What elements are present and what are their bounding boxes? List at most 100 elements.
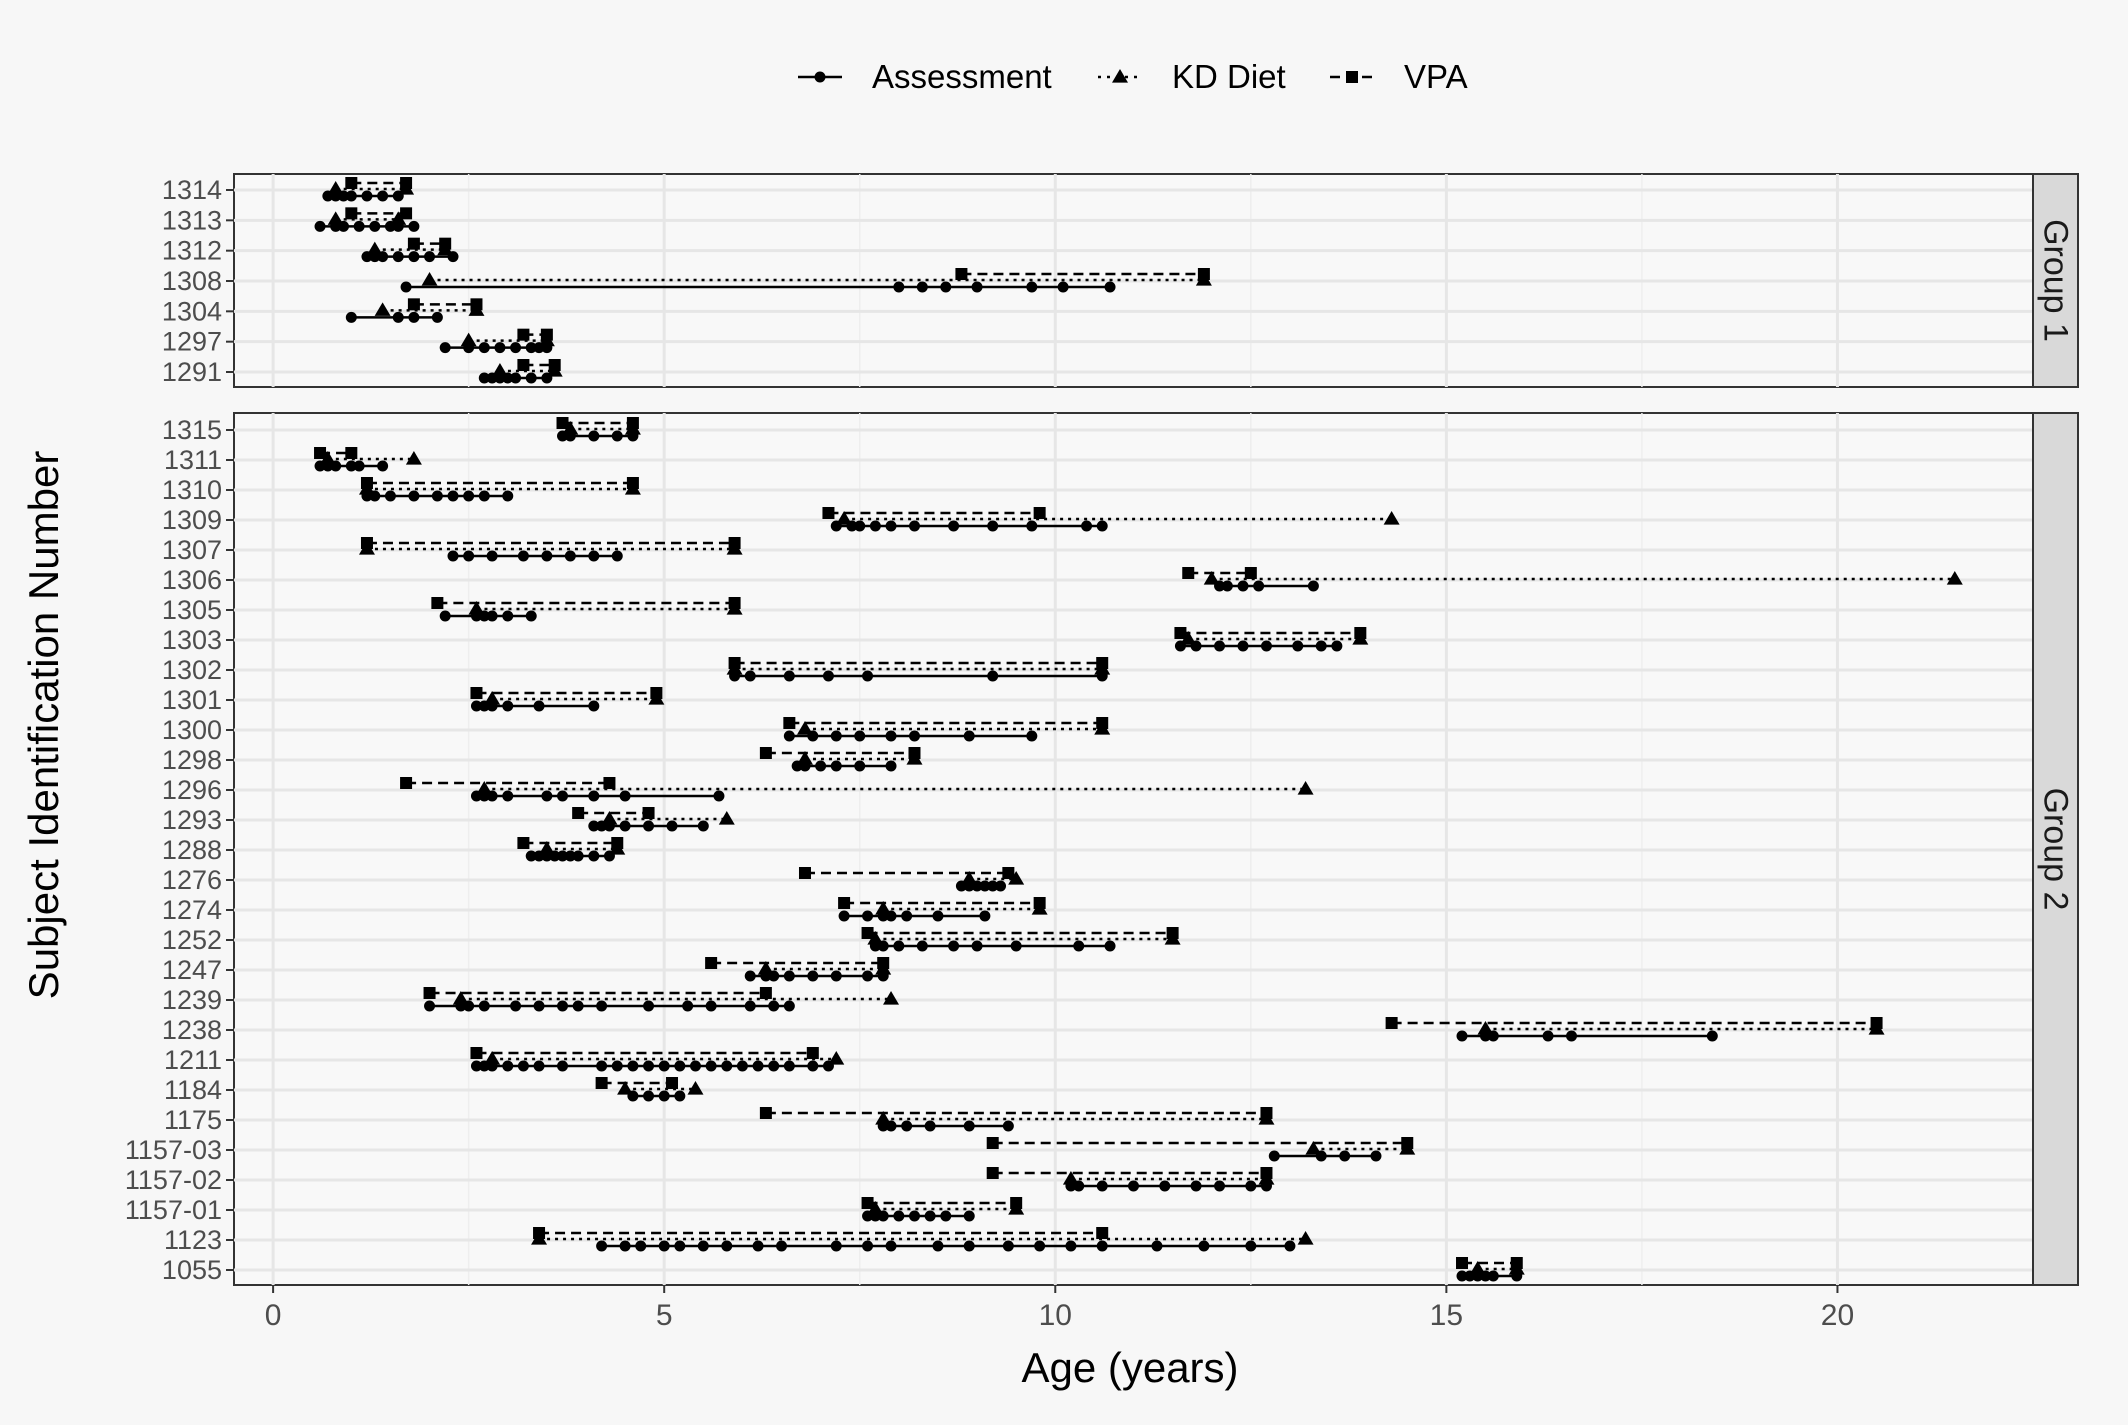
assessment-point (807, 1060, 819, 1072)
assessment-point (752, 1060, 764, 1072)
y-tick-label: 1288 (162, 835, 222, 865)
kd-diet-point (538, 841, 555, 855)
assessment-point (1002, 1240, 1014, 1252)
kd-diet-point (484, 1051, 501, 1065)
kd-diet-point (1203, 571, 1220, 585)
assessment-point (619, 1240, 631, 1252)
kd-diet-point (1469, 1261, 1486, 1275)
assessment-point (408, 251, 420, 263)
kd-diet-point (796, 751, 813, 765)
vpa-point (345, 447, 358, 459)
kd-diet-point (452, 991, 469, 1005)
kd-diet-point (1297, 781, 1314, 795)
vpa-point (877, 957, 890, 969)
assessment-point (744, 970, 756, 982)
assessment-point (1096, 520, 1108, 532)
assessment-point (1292, 640, 1304, 652)
assessment-point (525, 342, 537, 354)
kd-diet-point (1383, 511, 1400, 525)
kd-diet-point (421, 272, 438, 286)
assessment-point (525, 850, 537, 862)
assessment-point (596, 1000, 608, 1012)
assessment-point (635, 1240, 647, 1252)
assessment-point (1339, 1150, 1351, 1162)
assessment-point (744, 1000, 756, 1012)
subject-1157-03 (986, 1137, 1416, 1162)
assessment-point (862, 970, 874, 982)
vpa-point (728, 657, 741, 669)
subject-1157-02 (986, 1167, 1275, 1192)
subject-1305 (431, 597, 743, 622)
vpa-point (423, 987, 436, 999)
assessment-point (447, 550, 459, 562)
assessment-point (721, 1240, 733, 1252)
y-tick-label: 1296 (162, 775, 222, 805)
assessment-point (572, 850, 584, 862)
assessment-point (893, 940, 905, 952)
y-tick-label: 1276 (162, 865, 222, 895)
assessment-point (674, 1060, 686, 1072)
subject-1304 (345, 298, 485, 323)
assessment-point (885, 520, 897, 532)
assessment-point (838, 910, 850, 922)
assessment-point (392, 311, 404, 323)
assessment-point (1260, 640, 1272, 652)
assessment-point (588, 820, 600, 832)
vpa-point (986, 1137, 999, 1149)
assessment-point (721, 1060, 733, 1072)
assessment-point (1151, 1240, 1163, 1252)
kd-diet-point (562, 421, 579, 435)
facet-strip (2032, 412, 2079, 1286)
assessment-point (596, 1060, 608, 1072)
assessment-point (502, 700, 514, 712)
assessment-point (1253, 580, 1265, 592)
assessment-point (666, 820, 678, 832)
vpa-point (822, 507, 835, 519)
assessment-point (697, 1240, 709, 1252)
assessment-point (1331, 640, 1343, 652)
vpa-point (986, 1167, 999, 1179)
assessment-point (916, 281, 928, 293)
assessment-point (830, 760, 842, 772)
vpa-point (1096, 657, 1109, 669)
assessment-point (564, 850, 576, 862)
kd-diet-point (601, 811, 618, 825)
assessment-point (643, 1090, 655, 1102)
assessment-point (314, 220, 326, 232)
vpa-point (1260, 1107, 1273, 1119)
assessment-point (557, 790, 569, 802)
subject-1123 (531, 1227, 1314, 1252)
assessment-point (713, 790, 725, 802)
assessment-point (510, 372, 522, 384)
assessment-point (979, 910, 991, 922)
assessment-point (783, 1000, 795, 1012)
subject-1306 (1182, 567, 1963, 592)
vpa-point (861, 927, 874, 939)
vpa-point (548, 359, 561, 371)
assessment-point (494, 342, 506, 354)
vpa-point (642, 807, 655, 819)
y-tick-label: 1175 (164, 1105, 222, 1135)
y-tick-label: 1239 (162, 985, 222, 1015)
assessment-point (345, 460, 357, 472)
assessment-point (1198, 1240, 1210, 1252)
assessment-point (463, 490, 475, 502)
assessment-point (815, 760, 827, 772)
assessment-point (502, 490, 514, 502)
assessment-point (697, 820, 709, 832)
x-tick-label: 10 (1039, 1299, 1072, 1332)
subject-1175 (759, 1107, 1275, 1132)
y-tick-label: 1302 (162, 655, 222, 685)
assessment-point (1370, 1150, 1382, 1162)
assessment-point (557, 1060, 569, 1072)
assessment-point (424, 1000, 436, 1012)
assessment-point (447, 490, 459, 502)
subject-1184 (595, 1077, 704, 1102)
vpa-point (1456, 1257, 1469, 1269)
x-axis-title: Age (years) (1021, 1344, 1238, 1391)
facet-strip (2032, 173, 2079, 388)
assessment-point (752, 1240, 764, 1252)
kd-diet-point (718, 811, 735, 825)
subject-1312 (361, 237, 459, 263)
assessment-point (643, 1000, 655, 1012)
